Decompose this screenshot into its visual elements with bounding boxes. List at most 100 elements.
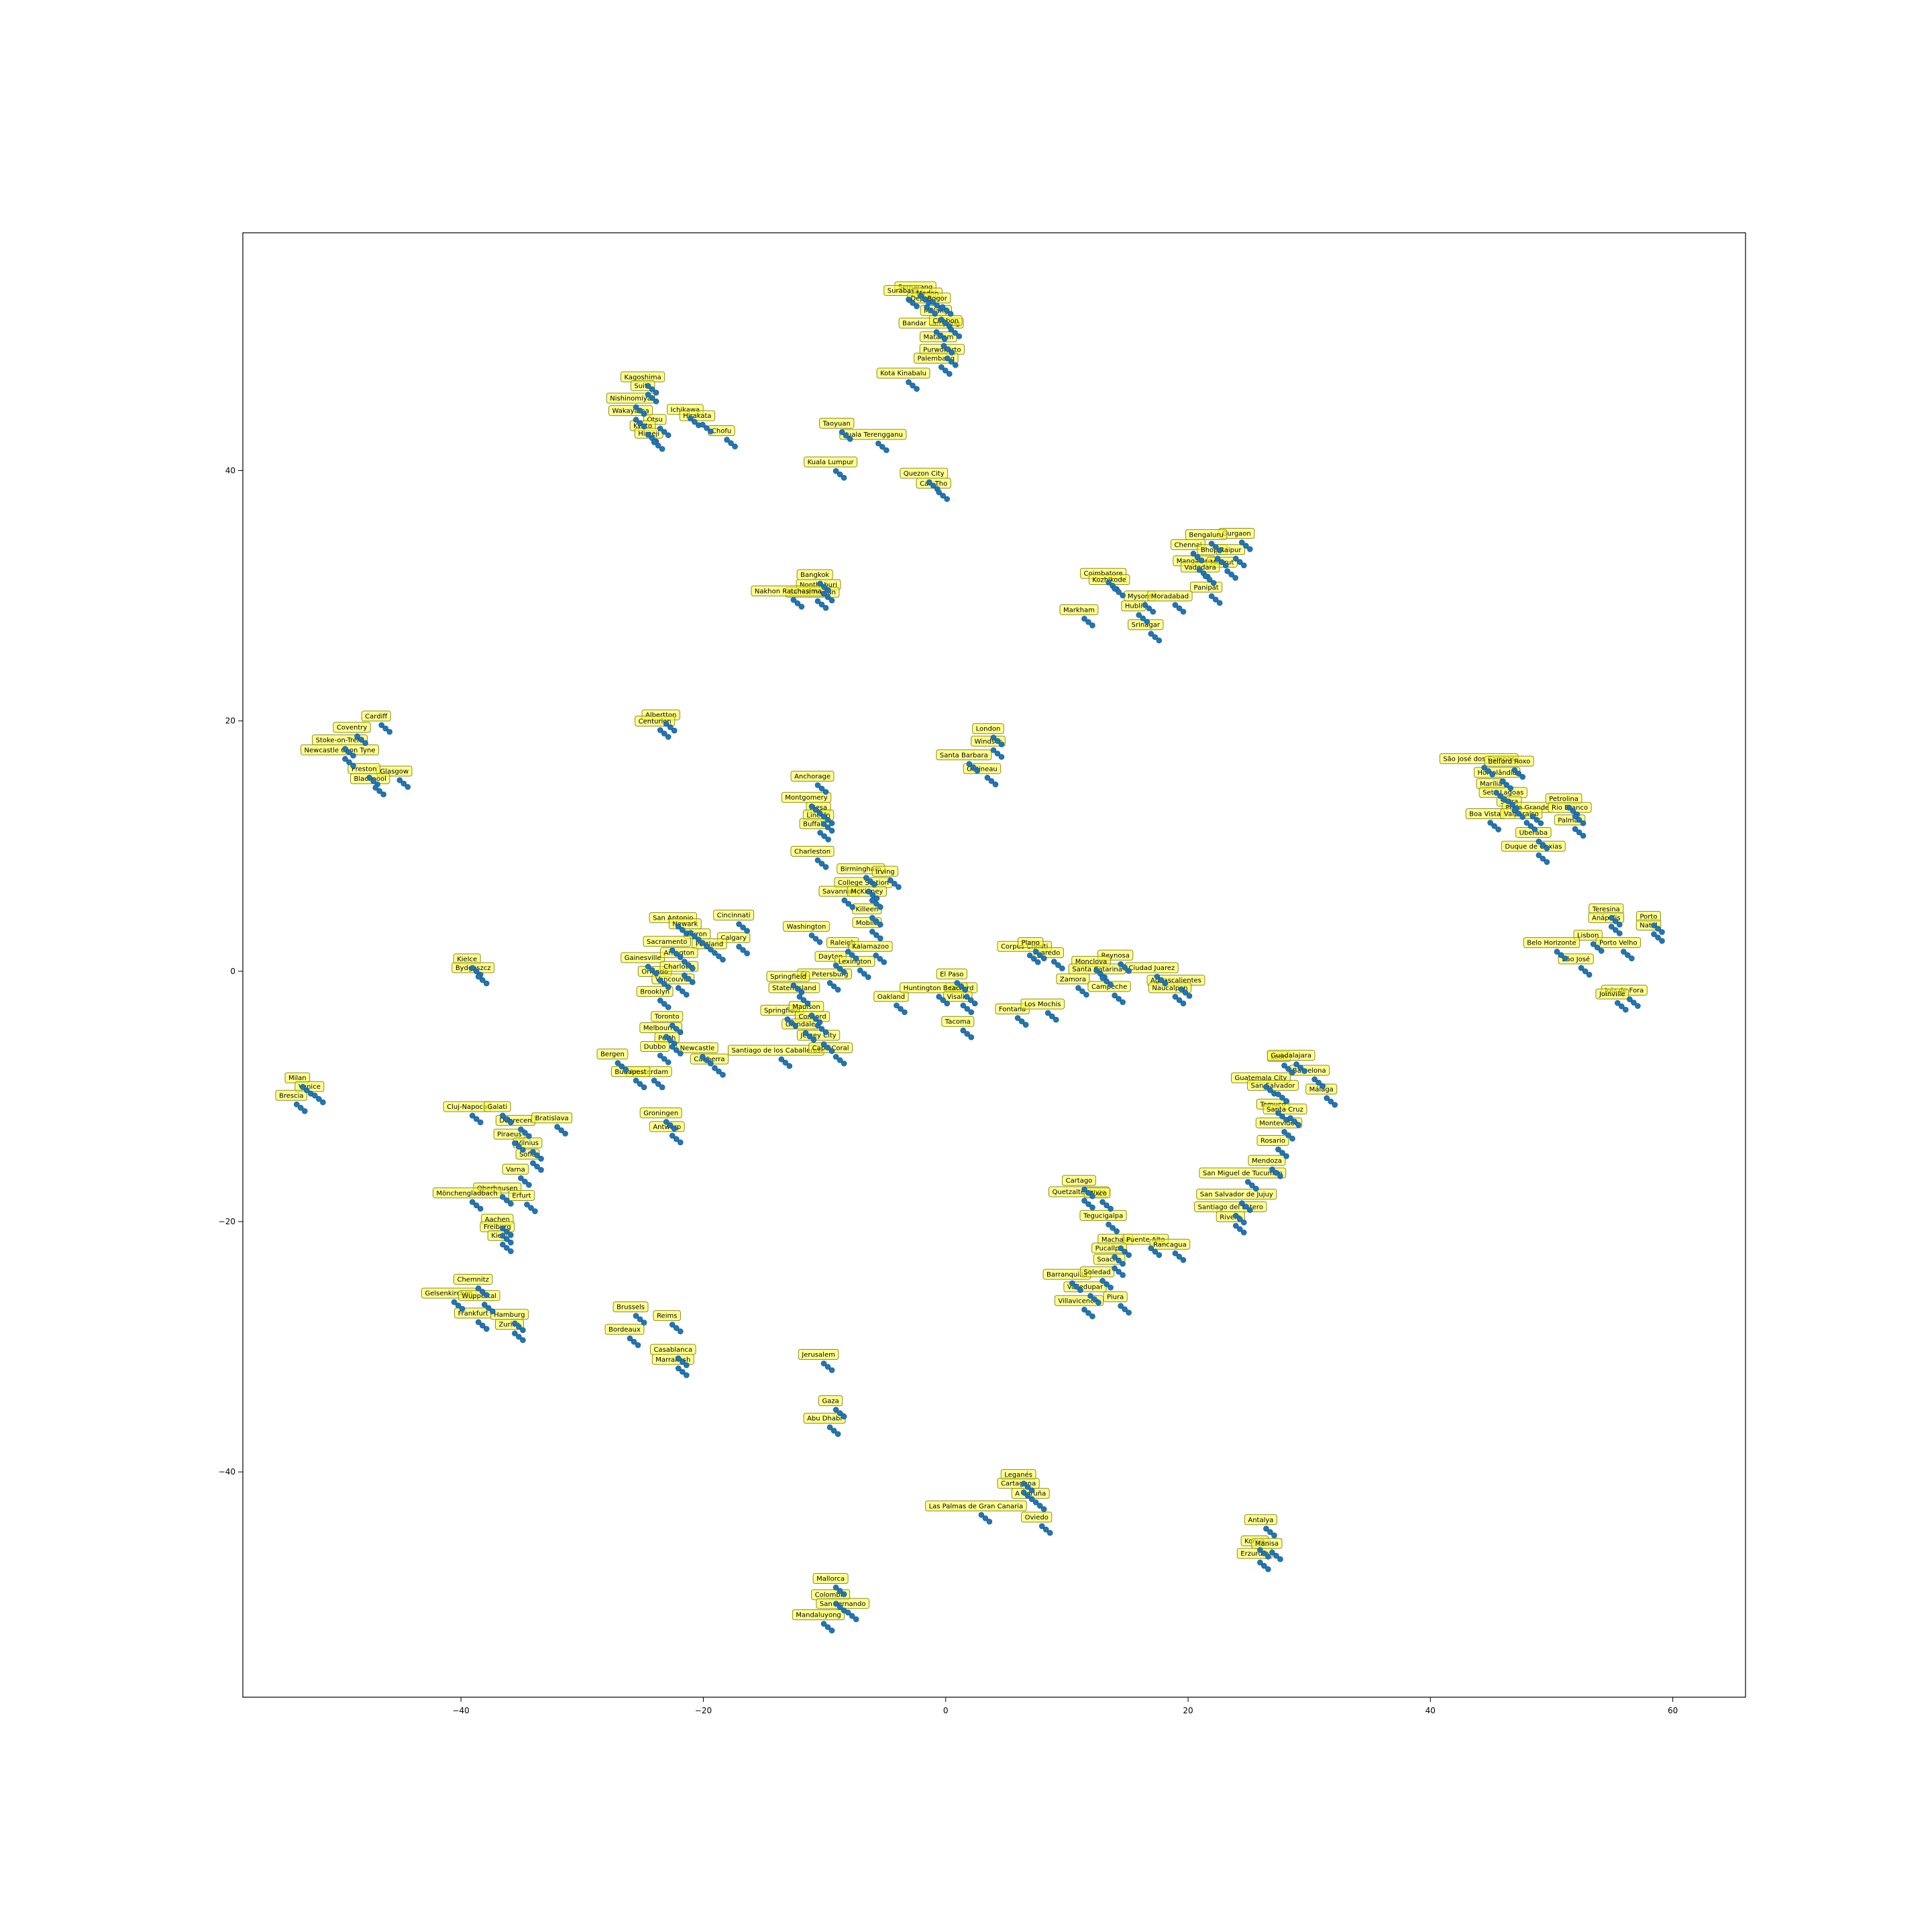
point-label-text: Sofia — [519, 1151, 536, 1159]
data-point-marker — [1301, 1068, 1307, 1074]
data-point-marker — [1146, 605, 1152, 612]
data-point-marker — [518, 1175, 524, 1181]
point-label-box — [972, 723, 1004, 735]
data-point-marker — [688, 930, 694, 936]
data-point-marker — [1655, 926, 1661, 932]
data-point-marker — [1257, 1547, 1263, 1553]
data-point-marker — [1077, 1287, 1083, 1293]
point-label-text: Cluj-Napoca — [447, 1104, 487, 1111]
data-point-marker — [828, 1048, 835, 1055]
data-point-marker — [1283, 1153, 1289, 1159]
data-point-marker — [954, 979, 961, 986]
point-label-box — [1149, 1238, 1191, 1250]
point-label-box — [531, 1112, 573, 1124]
point-label-text: El Paso — [940, 971, 963, 978]
data-point-marker — [1069, 1280, 1075, 1287]
point-label-text: San Fernando — [820, 1601, 866, 1608]
data-point-marker — [988, 777, 995, 784]
point-label-text: Mataram — [924, 334, 954, 341]
data-point-marker — [841, 1061, 847, 1067]
data-point-marker — [833, 468, 839, 474]
data-point-marker — [918, 292, 924, 299]
data-point-marker — [1580, 820, 1587, 826]
point-label-box — [1062, 1175, 1096, 1186]
point-label-text: Melbourne — [643, 1025, 679, 1032]
point-label-box — [453, 1274, 493, 1285]
data-point-marker — [1281, 1129, 1287, 1135]
data-point-marker — [1659, 929, 1665, 935]
data-point-marker — [1578, 965, 1585, 971]
data-point-marker — [1091, 1296, 1097, 1303]
data-point-marker — [1142, 602, 1148, 608]
data-point-marker — [778, 1056, 785, 1063]
point-label-text: Bhopal — [1201, 547, 1224, 554]
data-point-marker — [1028, 1487, 1035, 1493]
data-point-marker — [790, 597, 797, 603]
point-label-text: San Salvador — [1251, 1082, 1296, 1089]
data-point-marker — [892, 880, 898, 887]
point-label-text: Machala — [1102, 1236, 1130, 1244]
data-point-marker — [669, 1044, 676, 1050]
data-point-marker — [938, 364, 945, 370]
data-point-marker — [716, 953, 722, 959]
data-point-marker — [346, 749, 352, 755]
data-point-marker — [728, 440, 734, 446]
data-point-marker — [667, 1122, 674, 1128]
point-label-text: Milan — [288, 1075, 307, 1082]
data-point-marker — [736, 943, 742, 950]
axes-frame — [242, 232, 1746, 1698]
data-point-marker — [1122, 965, 1128, 971]
data-point-marker — [508, 1201, 514, 1207]
data-point-marker — [865, 974, 871, 980]
point-label-text: Los Mochis — [1024, 1001, 1061, 1008]
point-label-text: Málaga — [1309, 1085, 1334, 1093]
data-point-marker — [614, 1060, 621, 1067]
data-point-marker — [1566, 804, 1572, 811]
data-point-marker — [798, 604, 805, 610]
point-label-text: Villavicencio — [1058, 1297, 1099, 1305]
data-point-marker — [386, 729, 393, 735]
data-point-marker — [657, 998, 663, 1004]
point-label: Piura — [1103, 1291, 1128, 1303]
point-label-text: Marrakesh — [655, 1356, 690, 1364]
point-label-text: Petrolina — [1549, 796, 1578, 803]
point-label-text: St. Petersburg — [801, 971, 849, 978]
data-point-marker — [824, 824, 831, 830]
point-label-text: Rivera — [1220, 1214, 1241, 1221]
data-point-marker — [382, 725, 389, 732]
data-point-marker — [1590, 941, 1597, 947]
data-point-marker — [1576, 829, 1582, 836]
point-label: Uberaba — [1515, 826, 1552, 838]
data-point-marker — [786, 1063, 793, 1069]
data-point-marker — [661, 1056, 667, 1062]
point-label-text: Santiago del Estero — [1198, 1203, 1263, 1211]
point-label: Jerusalem — [798, 1348, 839, 1360]
data-point-marker — [641, 1320, 647, 1326]
data-point-marker — [962, 986, 969, 993]
data-point-marker — [1328, 1098, 1334, 1105]
data-point-marker — [1176, 997, 1183, 1004]
data-point-marker — [1572, 826, 1578, 833]
data-point-marker — [1622, 1006, 1629, 1013]
point-label-text: Puente Alto — [1126, 1236, 1165, 1244]
data-point-marker — [869, 914, 875, 921]
point-label-text: College Station — [838, 879, 889, 887]
data-point-marker — [1523, 820, 1530, 826]
data-point-marker — [508, 1248, 514, 1254]
data-point-marker — [808, 1012, 815, 1019]
point-label: Kuala Terengganu — [839, 429, 907, 440]
data-point-marker — [320, 1099, 326, 1106]
data-point-marker — [708, 1061, 714, 1067]
point-label-text: Piura — [1107, 1294, 1124, 1301]
point-label: Kuala Lumpur — [804, 456, 858, 468]
data-point-marker — [1087, 1293, 1093, 1299]
point-label: Cartago — [1062, 1175, 1096, 1186]
data-point-marker — [847, 436, 853, 442]
data-point-marker — [845, 1609, 851, 1616]
data-point-marker — [825, 587, 831, 594]
data-point-marker — [1618, 1003, 1625, 1010]
data-point-marker — [1572, 813, 1578, 820]
point-label-text: Manisa — [1255, 1540, 1279, 1548]
data-point-marker — [1022, 1022, 1029, 1028]
point-label-box — [804, 456, 858, 468]
